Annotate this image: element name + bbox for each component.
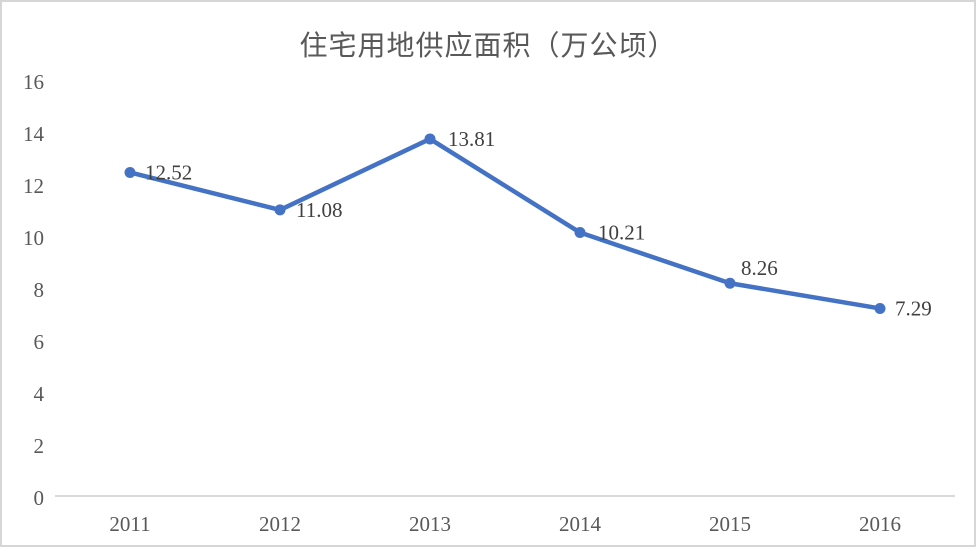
y-tick-label: 2 — [34, 434, 45, 458]
series-line — [127, 136, 883, 311]
x-tick-label: 2013 — [409, 512, 451, 536]
y-tick-label: 0 — [34, 486, 45, 510]
y-tick-label: 10 — [23, 226, 44, 250]
data-point-label: 13.81 — [448, 127, 495, 151]
data-point-label: 7.29 — [895, 296, 932, 320]
y-tick-label: 4 — [34, 382, 45, 406]
data-point-marker — [574, 227, 586, 239]
y-tick-label: 6 — [34, 330, 45, 354]
data-point-marker — [424, 133, 436, 145]
x-tick-label: 2014 — [559, 512, 602, 536]
data-point-label: 8.26 — [741, 256, 778, 280]
data-point-label: 10.21 — [598, 221, 645, 245]
x-tick-label: 2015 — [709, 512, 751, 536]
data-point-label: 12.52 — [145, 160, 192, 184]
y-tick-label: 8 — [34, 278, 45, 302]
data-point-marker — [124, 166, 136, 178]
y-tick-label: 14 — [23, 122, 45, 146]
data-point-marker — [724, 277, 736, 289]
data-point-marker — [874, 302, 886, 314]
data-point-label: 11.08 — [296, 198, 342, 222]
x-tick-label: 2012 — [259, 512, 301, 536]
chart-title: 住宅用地供应面积（万公顷） — [299, 31, 677, 62]
y-tick-label: 12 — [23, 174, 44, 198]
y-tick-label: 16 — [23, 70, 44, 94]
data-point-marker — [274, 204, 286, 216]
x-tick-label: 2011 — [109, 512, 150, 536]
x-tick-label: 2016 — [859, 512, 901, 536]
